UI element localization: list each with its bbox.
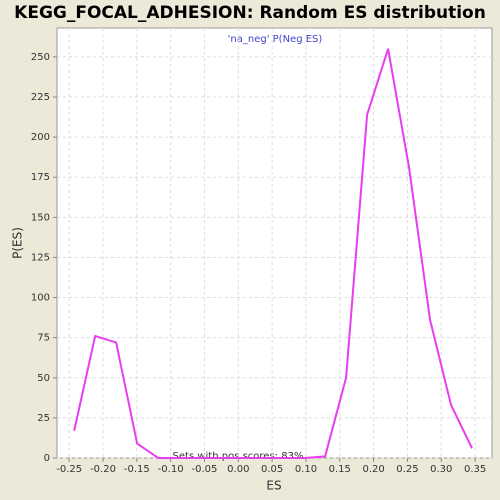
x-tick-label: 0.05 <box>261 464 283 475</box>
x-tick-label: -0.20 <box>90 464 116 475</box>
x-tick-label: 0.35 <box>464 464 486 475</box>
y-tick-label: 75 <box>37 333 50 344</box>
x-tick-label: -0.10 <box>158 464 184 475</box>
x-tick-label: 0.30 <box>430 464 452 475</box>
y-tick-label: 150 <box>31 212 50 223</box>
y-axis-label: P(ES) <box>11 227 25 259</box>
y-tick-label: 200 <box>31 132 50 143</box>
x-tick-label: -0.05 <box>192 464 218 475</box>
x-tick-label: 0.20 <box>362 464 384 475</box>
plot-area <box>56 27 493 459</box>
x-tick-label: 0.00 <box>227 464 249 475</box>
x-tick-label: -0.15 <box>124 464 150 475</box>
y-tick-label: 25 <box>37 413 50 424</box>
x-tick-label: 0.10 <box>295 464 317 475</box>
y-tick-label: 175 <box>31 172 50 183</box>
x-tick-label: 0.15 <box>329 464 351 475</box>
y-tick-label: 250 <box>31 52 50 63</box>
data-line <box>73 48 473 459</box>
y-tick-label: 125 <box>31 252 50 263</box>
y-tick-label: 225 <box>31 92 50 103</box>
y-tick-label: 0 <box>44 453 50 464</box>
legend-label: 'na_neg' P(Neg ES) <box>228 34 323 45</box>
y-tick-label: 50 <box>37 373 50 384</box>
x-tick-label: 0.25 <box>396 464 418 475</box>
x-axis-label: ES <box>266 479 281 493</box>
chart-title: KEGG_FOCAL_ADHESION: Random ES distribut… <box>14 3 486 23</box>
y-tick-label: 100 <box>31 293 50 304</box>
x-tick-label: -0.25 <box>56 464 82 475</box>
